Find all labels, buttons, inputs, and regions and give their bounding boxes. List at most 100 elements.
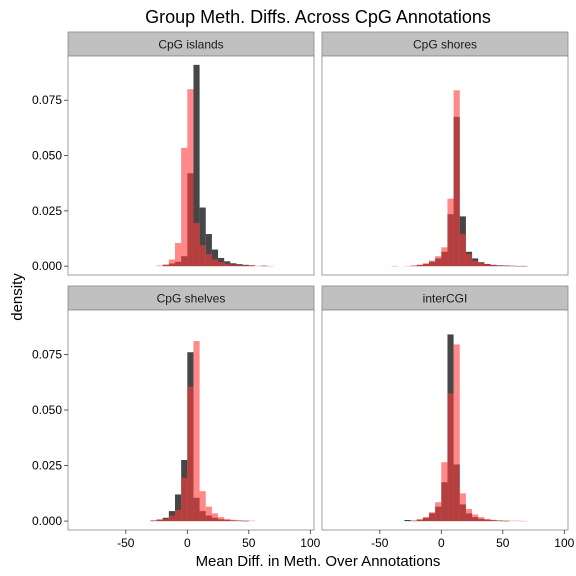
histogram-bar-b: [162, 264, 169, 267]
histogram-bar-b: [156, 265, 163, 267]
facet-panel-2: CpG shelves 0.000 0.025 0.050 0.075 -50 0 50 100: [32, 285, 321, 550]
facet-strip-label: interCGI: [423, 292, 468, 306]
y-tick-label: 0.000: [32, 259, 62, 273]
histogram-bar-b: [248, 265, 255, 267]
facet-strip-label: CpG shelves: [157, 292, 226, 306]
histogram-bar-b: [218, 262, 225, 267]
facet-strip: [321, 285, 569, 311]
x-tick-label: 0: [184, 536, 191, 550]
histogram-bar-b: [230, 264, 237, 267]
histogram-bar-b: [490, 265, 497, 267]
histogram-bar-b: [429, 260, 436, 267]
x-tick-label: 100: [554, 536, 574, 550]
histogram-bar-b: [441, 247, 448, 267]
y-tick-label: 0.025: [32, 204, 62, 218]
facet-strip-label: CpG islands: [158, 38, 223, 52]
histogram-bar-b: [211, 513, 219, 522]
facet-panel-3: interCGI -50 0 50 100: [321, 285, 575, 550]
histogram-bar-b: [465, 253, 473, 267]
histogram-bar-a: [205, 234, 212, 267]
histogram-bar-b: [447, 198, 454, 267]
histogram-bar-b: [484, 518, 491, 522]
histogram-bar-b: [447, 393, 454, 522]
histogram-bar-b: [224, 518, 231, 522]
y-axis-title: density: [9, 273, 26, 321]
x-tick-label: -50: [117, 536, 135, 550]
histogram-bar-b: [199, 491, 206, 522]
histogram-bar-b: [490, 519, 497, 522]
histogram-bar-b: [435, 256, 442, 267]
histogram-bar-b: [205, 506, 212, 522]
histogram-bar-b: [156, 520, 163, 522]
facet-strip: [321, 31, 569, 57]
histogram-bar-b: [242, 265, 249, 267]
histogram-bar-b: [484, 264, 491, 267]
histogram-bar-b: [230, 519, 237, 522]
histogram-bar-a: [199, 207, 206, 267]
y-tick-label: 0.075: [32, 93, 62, 107]
facet-strip-label: CpG shores: [413, 38, 477, 52]
x-axis-title: Mean Diff. in Meth. Over Annotations: [196, 553, 441, 570]
histogram-bar-a: [404, 520, 411, 522]
x-tick-label: 50: [496, 536, 510, 550]
histogram-bar-b: [465, 508, 473, 522]
facet-panel-1: CpG shores: [321, 31, 569, 276]
histogram-bar-a: [218, 257, 225, 267]
x-tick-label: 0: [438, 536, 445, 550]
histogram-bar-b: [224, 263, 231, 267]
histogram-bar-b: [453, 90, 460, 267]
histogram-bar-b: [422, 517, 430, 522]
histogram-bar-b: [193, 223, 200, 267]
histogram-bar-b: [416, 264, 423, 267]
histogram-bar-b: [435, 502, 442, 522]
x-tick-label: 50: [242, 536, 256, 550]
histogram-bar-b: [181, 147, 188, 267]
histogram-bar-b: [236, 265, 243, 267]
histogram-bar-b: [162, 518, 169, 522]
facet-panel-0: CpG islands 0.000 0.025 0.050 0.075: [32, 31, 315, 276]
histogram-bar-b: [205, 253, 212, 267]
histogram-bar-b: [478, 517, 485, 522]
histogram-bar-b: [459, 234, 466, 267]
histogram-bar-a: [175, 494, 182, 522]
panels-layer: CpG islands 0.000 0.025 0.050 0.075 CpG shore…: [32, 31, 575, 550]
y-tick-label: 0.050: [32, 149, 62, 163]
histogram-bar-b: [175, 510, 182, 522]
x-tick-label: 100: [300, 536, 320, 550]
histogram-bar-b: [472, 260, 479, 267]
histogram-bar-b: [218, 517, 225, 522]
facet-strip: [67, 285, 315, 311]
histogram-bar-b: [459, 493, 466, 522]
histogram-bar-b: [199, 245, 206, 267]
histogram-bar-b: [187, 386, 194, 522]
histogram-bar-b: [193, 341, 200, 522]
histogram-bar-b: [496, 520, 503, 522]
histogram-bar-b: [236, 520, 243, 522]
histogram-bar-b: [211, 259, 219, 267]
histogram-bar-b: [168, 259, 176, 267]
histogram-bar-b: [472, 514, 479, 522]
histogram-bar-b: [181, 477, 188, 522]
y-tick-label: 0.075: [32, 347, 62, 361]
histogram-bar-b: [410, 265, 417, 267]
histogram-bar-b: [168, 515, 176, 522]
histogram-bar-b: [429, 512, 436, 522]
y-tick-label: 0.050: [32, 403, 62, 417]
histogram-bar-b: [410, 520, 417, 522]
x-tick-label: -50: [371, 536, 389, 550]
histogram-bar-b: [242, 520, 249, 522]
facet-strip: [67, 31, 315, 57]
histogram-bar-a: [193, 64, 200, 267]
histogram-bar-b: [175, 242, 182, 267]
histogram-bar-b: [422, 263, 430, 267]
histogram-bar-b: [478, 262, 485, 267]
histogram-bar-b: [416, 519, 423, 522]
histogram-bar-b: [453, 344, 460, 522]
histogram-bar-b: [187, 89, 194, 267]
histogram-bar-a: [211, 249, 219, 267]
histogram-bar-b: [496, 265, 503, 267]
y-tick-label: 0.025: [32, 459, 62, 473]
facet-panel-background: [321, 55, 569, 276]
histogram-bar-b: [502, 520, 509, 522]
